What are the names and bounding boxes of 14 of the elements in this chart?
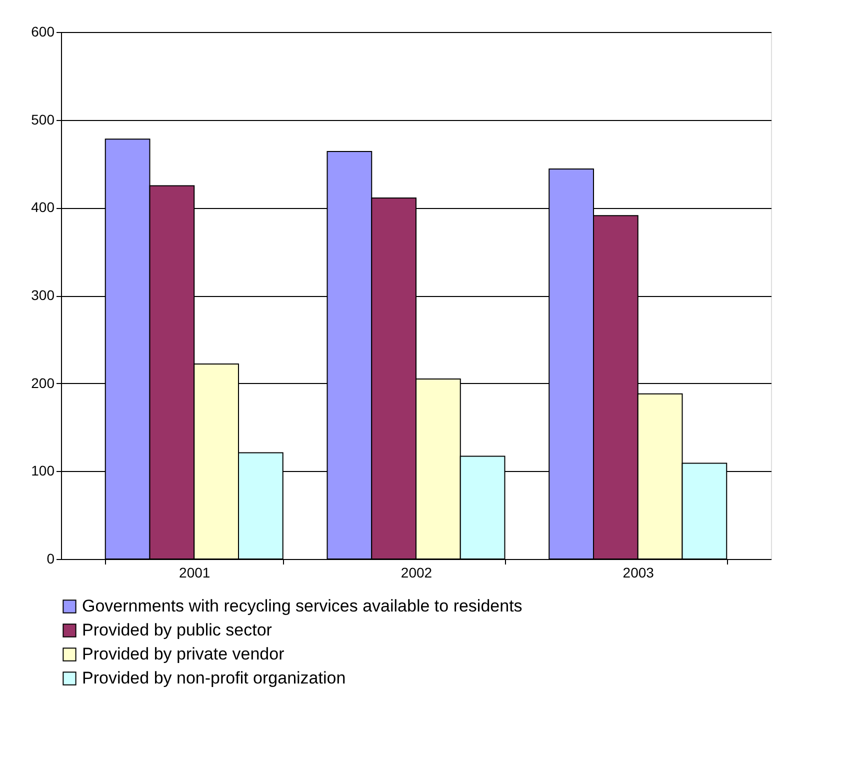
- x-tick-label: 2003: [622, 564, 654, 580]
- y-tick-label: 500: [31, 111, 55, 128]
- legend-label: Governments with recycling services available to residents: [82, 596, 522, 616]
- legend-label: Provided by public sector: [82, 620, 272, 640]
- y-tick-label: 0: [46, 550, 55, 566]
- legend-label: Provided by private vendor: [82, 644, 285, 664]
- y-tick-label: 300: [31, 287, 55, 303]
- y-tick-label: 100: [31, 462, 55, 479]
- legend-label: Provided by non-profit organization: [82, 668, 346, 688]
- y-tick-label: 400: [31, 199, 55, 216]
- x-tick-label: 2001: [179, 564, 210, 580]
- y-tick-label: 600: [31, 24, 55, 40]
- x-tick-label: 2002: [400, 564, 432, 580]
- y-tick-label: 200: [31, 374, 55, 391]
